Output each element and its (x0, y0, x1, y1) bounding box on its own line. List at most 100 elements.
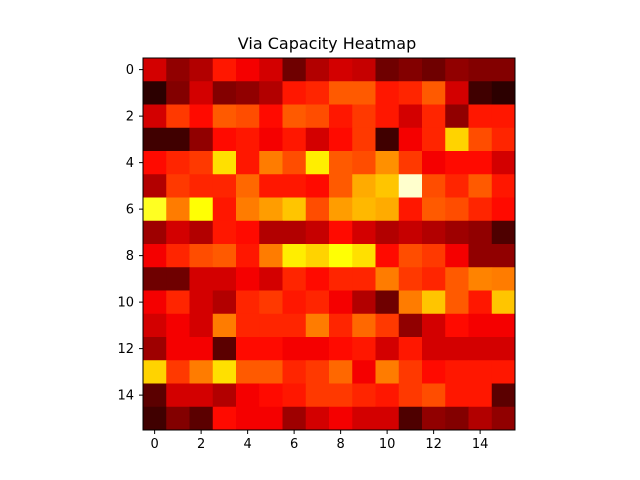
heatmap-cell (352, 267, 376, 291)
heatmap-cell (259, 81, 283, 105)
heatmap-cell (305, 81, 330, 105)
heatmap-cell (398, 174, 423, 198)
heatmap-cell (305, 406, 330, 431)
heatmap-cell (375, 244, 400, 268)
heatmap-cell (445, 174, 469, 198)
heatmap-cell (282, 58, 307, 82)
x-tick-label: 14 (472, 437, 489, 452)
heatmap-cell (422, 151, 446, 175)
heatmap-cell (259, 313, 283, 338)
heatmap-cell (282, 81, 307, 105)
heatmap-cell (166, 360, 190, 384)
heatmap-cell (352, 81, 376, 105)
heatmap-cell (236, 290, 260, 315)
heatmap-cell (236, 81, 260, 105)
heatmap-cell (282, 360, 307, 384)
heatmap-cell (491, 58, 516, 82)
heatmap-cell (189, 290, 214, 315)
heatmap-cell (143, 290, 167, 315)
heatmap-cell (375, 337, 400, 361)
heatmap-cell (189, 174, 214, 198)
heatmap-cell (166, 244, 190, 268)
heatmap-cell (166, 290, 190, 315)
heatmap-cell (329, 313, 353, 338)
heatmap-cell (398, 313, 423, 338)
heatmap-cell (445, 197, 469, 222)
heatmap-cell (212, 174, 237, 198)
heatmap-cell (422, 313, 446, 338)
heatmap-cell (189, 383, 214, 408)
heatmap-cell (422, 406, 446, 431)
heatmap-cell (305, 58, 330, 82)
heatmap-cell (259, 360, 283, 384)
heatmap-cell (282, 174, 307, 198)
heatmap-cell (375, 220, 400, 245)
heatmap-cell (166, 81, 190, 105)
heatmap-cell (352, 104, 376, 129)
heatmap-cell (143, 406, 167, 431)
heatmap-cell (375, 104, 400, 129)
heatmap-cell (398, 244, 423, 268)
heatmap-cell (375, 58, 400, 82)
heatmap-cell (143, 81, 167, 105)
heatmap-cell (166, 406, 190, 431)
heatmap-cell (143, 127, 167, 152)
heatmap-cell (398, 406, 423, 431)
heatmap-cell (329, 244, 353, 268)
heatmap-cell (189, 244, 214, 268)
heatmap-cell (166, 104, 190, 129)
heatmap-cell (445, 58, 469, 82)
heatmap-cell (422, 383, 446, 408)
heatmap-cell (212, 406, 237, 431)
heatmap-cell (143, 220, 167, 245)
heatmap-cell (189, 406, 214, 431)
heatmap-cell (259, 197, 283, 222)
heatmap-cell (491, 383, 516, 408)
heatmap-cell (236, 104, 260, 129)
x-tick-label: 10 (379, 437, 396, 452)
heatmap-cell (375, 151, 400, 175)
heatmap-cell (282, 244, 307, 268)
heatmap-cell (329, 267, 353, 291)
heatmap-cell (236, 267, 260, 291)
heatmap-cell (491, 220, 516, 245)
heatmap-cell (166, 151, 190, 175)
heatmap-cell (259, 127, 283, 152)
heatmap-cell (398, 383, 423, 408)
heatmap-cell (375, 81, 400, 105)
heatmap-cell (143, 244, 167, 268)
heatmap-cell (468, 81, 493, 105)
heatmap-cell (282, 151, 307, 175)
heatmap-cell (305, 360, 330, 384)
heatmap-cell (398, 360, 423, 384)
heatmap-cell (422, 197, 446, 222)
heatmap-cell (305, 151, 330, 175)
heatmap-cell (259, 151, 283, 175)
heatmap-cell (329, 151, 353, 175)
heatmap-cell (422, 290, 446, 315)
heatmap-cell (282, 267, 307, 291)
heatmap-cell (282, 406, 307, 431)
heatmap-cells (143, 58, 516, 431)
heatmap-cell (236, 337, 260, 361)
heatmap-cell (422, 81, 446, 105)
heatmap-cell (375, 360, 400, 384)
heatmap-cell (166, 337, 190, 361)
heatmap-cell (189, 313, 214, 338)
heatmap-cell (143, 151, 167, 175)
heatmap-cell (166, 220, 190, 245)
heatmap-cell (282, 127, 307, 152)
heatmap-cell (329, 383, 353, 408)
heatmap-cell (305, 197, 330, 222)
heatmap-cell (491, 244, 516, 268)
heatmap-cell (212, 337, 237, 361)
heatmap-cell (352, 127, 376, 152)
x-tick-label: 6 (290, 437, 298, 452)
heatmap-cell (491, 313, 516, 338)
heatmap-cell (259, 406, 283, 431)
heatmap-cell (445, 360, 469, 384)
heatmap-cell (329, 337, 353, 361)
heatmap-cell (189, 197, 214, 222)
heatmap-cell (422, 337, 446, 361)
